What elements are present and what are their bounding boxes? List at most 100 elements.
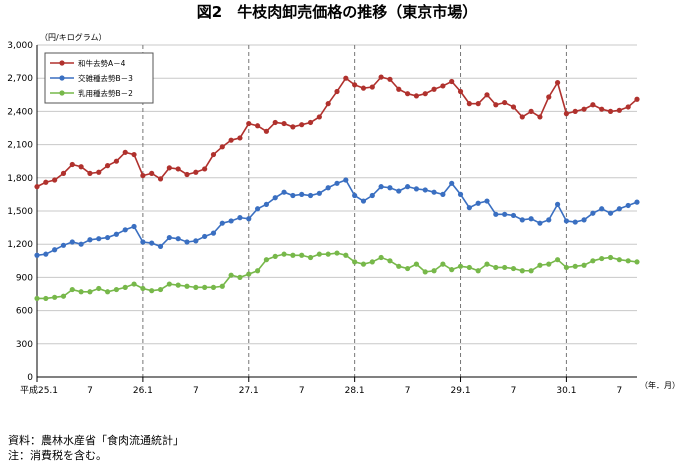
data-point xyxy=(246,120,252,127)
data-point xyxy=(404,184,411,190)
data-point xyxy=(149,170,155,176)
data-point xyxy=(316,114,322,120)
data-point xyxy=(352,192,358,199)
data-point xyxy=(404,91,411,97)
data-point xyxy=(590,258,596,264)
data-point xyxy=(254,206,261,212)
x-tick-label: 28.1 xyxy=(345,386,365,396)
data-point xyxy=(554,201,561,207)
data-point xyxy=(334,88,340,95)
data-point xyxy=(43,179,49,185)
data-point xyxy=(590,210,596,216)
data-point xyxy=(493,264,499,271)
data-point xyxy=(299,122,305,128)
data-point xyxy=(360,261,367,267)
data-point xyxy=(510,104,517,110)
y-tick-label: 1,500 xyxy=(7,207,33,217)
data-point xyxy=(131,281,137,287)
data-point xyxy=(537,220,543,226)
x-tick-label: 7 xyxy=(511,386,517,396)
data-point xyxy=(607,210,614,216)
data-point xyxy=(360,85,367,91)
series-3 xyxy=(34,250,640,302)
data-point xyxy=(413,93,420,99)
data-point xyxy=(237,215,243,221)
data-point xyxy=(254,268,261,274)
data-point xyxy=(272,119,278,126)
data-point xyxy=(228,218,234,224)
data-point xyxy=(466,264,472,271)
data-point xyxy=(246,271,252,277)
data-point xyxy=(122,284,128,290)
data-point xyxy=(140,172,146,179)
data-point xyxy=(422,269,428,275)
data-point xyxy=(413,261,420,267)
data-point xyxy=(184,283,190,289)
data-point xyxy=(104,234,111,241)
data-point xyxy=(140,285,146,292)
year-dividers xyxy=(142,45,567,377)
data-point xyxy=(43,295,49,302)
data-point xyxy=(343,75,349,81)
legend-item: 交雑種去勢B－3 xyxy=(50,73,133,83)
data-point xyxy=(431,189,437,195)
data-point xyxy=(210,284,217,290)
data-point xyxy=(369,259,375,265)
data-point xyxy=(334,250,340,256)
data-point xyxy=(484,261,490,267)
data-point xyxy=(625,202,631,209)
data-point xyxy=(519,114,525,120)
x-tick-label: 7 xyxy=(299,386,305,396)
data-point xyxy=(184,171,190,178)
data-point xyxy=(616,206,622,212)
data-point xyxy=(396,86,402,92)
data-point xyxy=(360,198,367,204)
data-point xyxy=(475,200,481,206)
series-2 xyxy=(34,177,640,258)
data-point xyxy=(590,102,596,108)
data-point xyxy=(60,293,67,299)
data-point xyxy=(52,247,58,253)
data-point xyxy=(263,257,270,263)
data-point xyxy=(343,252,349,258)
data-point xyxy=(69,239,75,245)
data-point xyxy=(352,259,358,265)
x-tick-label: 7 xyxy=(616,386,622,396)
data-point xyxy=(466,101,472,107)
data-point xyxy=(325,185,331,191)
data-point xyxy=(131,223,137,230)
data-point xyxy=(254,123,261,129)
data-point xyxy=(457,88,464,95)
data-point xyxy=(69,161,75,168)
y-tick-label: 600 xyxy=(16,307,33,317)
data-point xyxy=(210,230,217,236)
data-point xyxy=(246,216,252,222)
data-point xyxy=(572,108,578,114)
data-point xyxy=(325,251,331,257)
y-tick-labels: 0 300 600 900 1,200 1,500 1,800 2,100 2,400 2,700… xyxy=(7,41,33,383)
x-tick-label: 平成25.1 xyxy=(20,384,58,396)
data-point xyxy=(316,251,322,257)
series-1 xyxy=(34,74,640,190)
x-tick-label: 30.1 xyxy=(556,386,576,396)
data-point xyxy=(149,288,155,294)
series-line xyxy=(37,252,638,300)
data-point xyxy=(378,184,384,190)
x-tick-label: 27.1 xyxy=(239,386,259,396)
data-point xyxy=(457,191,464,197)
data-point xyxy=(581,262,587,268)
legend-swatch-marker xyxy=(59,75,65,81)
data-point xyxy=(193,169,199,175)
data-point xyxy=(475,101,481,107)
data-point xyxy=(457,263,464,269)
y-tick-label: 3,000 xyxy=(7,41,33,51)
data-point xyxy=(175,282,181,288)
data-point xyxy=(422,187,428,193)
data-point xyxy=(104,289,111,295)
data-point xyxy=(484,198,490,204)
y-tick-label: 2,400 xyxy=(7,107,33,117)
data-point xyxy=(387,76,393,82)
axes xyxy=(36,45,637,382)
data-point xyxy=(404,265,411,272)
data-point xyxy=(175,166,181,172)
